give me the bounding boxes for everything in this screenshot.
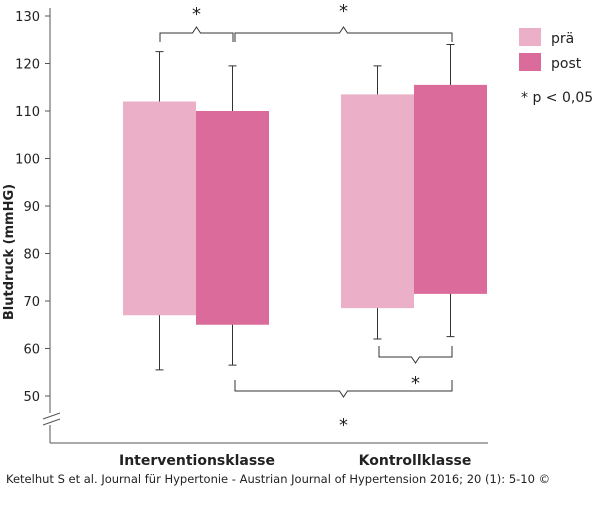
significance-bracket <box>378 346 453 364</box>
y-tick-label: 80 <box>23 248 40 263</box>
box-post <box>196 111 269 325</box>
legend-swatch <box>519 53 541 71</box>
legend-label: post <box>551 56 582 72</box>
y-tick-label: 60 <box>23 343 40 358</box>
significance-star: * <box>192 4 201 25</box>
significance-star: * <box>411 373 420 394</box>
y-tick-label: 120 <box>15 58 40 73</box>
plot-area: 50 60 70 80 90 100 110 120 130 Blutdruck (mmHG) In… <box>2 1 593 469</box>
y-tick-label: 100 <box>15 153 40 168</box>
category-label: Interventionsklasse <box>119 453 275 469</box>
source-credit: Ketelhut S et al. Journal für Hypertonie… <box>6 472 551 486</box>
significance-star: * <box>339 1 348 22</box>
significance-star: * <box>339 415 348 436</box>
box-chart: 50 60 70 80 90 100 110 120 130 Blutdruck (mmHG) In… <box>2 1 593 469</box>
legend-note: * p < 0,05 <box>521 90 593 106</box>
y-tick-label: 50 <box>23 390 40 405</box>
axis-break-mark <box>42 412 61 420</box>
y-tick-label: 90 <box>23 200 40 215</box>
y-tick-label: 70 <box>23 295 40 310</box>
significance-bracket <box>234 380 453 398</box>
box-prä <box>341 94 414 309</box>
legend-swatch <box>519 28 541 46</box>
significance-bracket <box>159 26 234 42</box>
box-prä <box>123 101 196 316</box>
box-post <box>414 84 487 294</box>
legend-label: prä <box>551 31 574 47</box>
significance-bracket <box>234 26 453 42</box>
y-axis-label: Blutdruck (mmHG) <box>2 184 17 320</box>
y-tick-label: 110 <box>15 105 40 120</box>
y-tick-label: 130 <box>15 10 40 25</box>
axis-break-mark <box>42 418 61 426</box>
category-label: Kontrollklasse <box>359 453 472 469</box>
